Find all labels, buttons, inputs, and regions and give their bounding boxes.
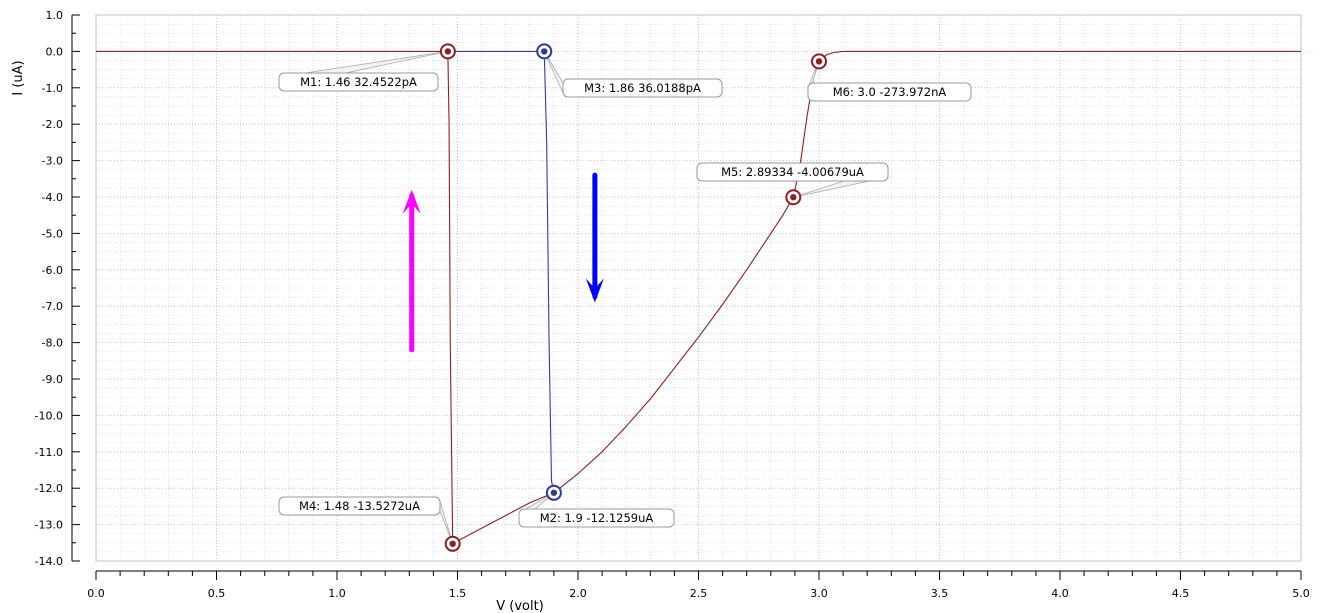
major-grid	[95, 14, 1302, 562]
y-tick-label: -14.0	[35, 555, 63, 568]
marker-dot	[790, 194, 797, 201]
y-tick-label: -12.0	[35, 482, 63, 495]
y-tick-label: -11.0	[35, 446, 63, 459]
x-tick-label: 1.5	[449, 587, 467, 600]
marker-dot	[815, 58, 823, 65]
y-tick-label: -9.0	[42, 373, 63, 386]
y-tick-label: -6.0	[42, 264, 63, 277]
y-tick-label: 1.0	[46, 9, 64, 22]
marker-label-box	[518, 508, 675, 528]
x-tick-label: 5.0	[1292, 587, 1310, 600]
marker-label-box	[696, 162, 889, 182]
x-tick-label: 3.5	[931, 587, 949, 600]
y-tick-label: -4.0	[42, 191, 63, 204]
minor-grid	[96, 15, 1301, 561]
x-tick-label: 4.0	[1051, 587, 1069, 600]
marker-label: M5: 2.89334 -4.00679uA	[721, 165, 864, 179]
y-tick-label: -10.0	[35, 409, 63, 422]
marker-dot	[550, 489, 558, 496]
marker-4: M5: 2.89334 -4.00679uA	[696, 162, 889, 206]
marker-6: M2: 1.9 -12.1259uA	[518, 484, 675, 528]
marker-layer: M1: 1.46 32.4522pA M3: 1.86 36.0188pA M6: …	[278, 43, 972, 552]
y-tick-label: -8.0	[42, 337, 63, 350]
marker-label-box	[562, 78, 723, 98]
annotation-layer	[402, 172, 604, 353]
marker-label-box	[807, 82, 972, 102]
annotation-arrow-head-1	[402, 189, 421, 214]
marker-label: M2: 1.9 -12.1259uA	[540, 511, 654, 525]
marker-label: M3: 1.86 36.0188pA	[584, 81, 701, 95]
x-tick-label: 2.5	[690, 587, 708, 600]
marker-label: M6: 3.0 -273.972nA	[833, 85, 947, 99]
marker-dot	[444, 48, 452, 55]
x-tick-label: 3.0	[810, 587, 828, 600]
y-tick-label: -7.0	[42, 300, 63, 313]
marker-2: M3: 1.86 36.0188pA	[536, 43, 723, 98]
x-tick-label: 0.5	[208, 587, 226, 600]
y-tick-label: -13.0	[35, 519, 63, 532]
y-tick-label: -3.0	[42, 155, 63, 168]
marker-1: M1: 1.46 32.4522pA	[278, 43, 456, 92]
y-tick-label: 0.0	[46, 45, 64, 58]
marker-dot	[541, 48, 548, 55]
y-tick-label: -2.0	[42, 118, 63, 131]
x-tick-label: 2.0	[569, 587, 587, 600]
marker-dot	[449, 540, 456, 547]
annotation-arrow-head-2	[585, 278, 604, 303]
series-line-2	[447, 50, 555, 493]
marker-label-box	[278, 496, 441, 516]
marker-label: M1: 1.46 32.4522pA	[300, 75, 417, 89]
x-tick-label: 0.0	[87, 587, 105, 600]
axis-layer: 1.0 0.0 -1.0 -2.0 -3.0 -4.0 -5.0 -6.0 -7.0 -8.0 -9…	[35, 9, 1310, 600]
y-tick-label: -5.0	[42, 227, 63, 240]
x-tick-label: 4.5	[1172, 587, 1190, 600]
marker-3: M6: 3.0 -273.972nA	[807, 53, 972, 102]
marker-5: M4: 1.48 -13.5272uA	[278, 496, 461, 552]
marker-label-box	[278, 72, 439, 92]
y-axis-label: I (uA)	[11, 60, 26, 95]
x-tick-label: 1.0	[328, 587, 346, 600]
y-tick-label: -1.0	[42, 82, 63, 95]
marker-label: M4: 1.48 -13.5272uA	[299, 499, 420, 513]
x-axis-label: V (volt)	[496, 599, 544, 613]
